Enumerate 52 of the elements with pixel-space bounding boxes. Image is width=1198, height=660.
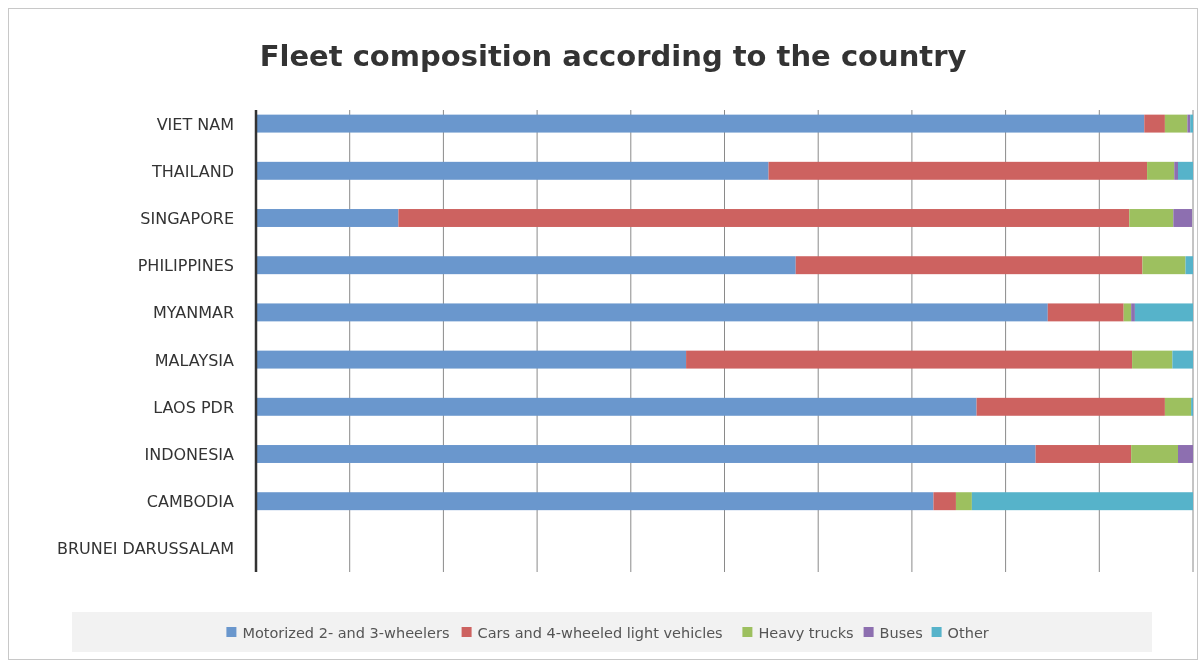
bar [1134, 303, 1193, 322]
bar [256, 114, 1145, 133]
bar [1174, 161, 1179, 180]
bar [795, 256, 1143, 275]
bar [1131, 303, 1135, 322]
bar [976, 397, 1165, 416]
bar [1185, 256, 1193, 275]
bar [1047, 303, 1124, 322]
bar [971, 492, 1193, 511]
bar [1164, 397, 1192, 416]
y-tick-label: CAMBODIA [146, 492, 235, 512]
bar [256, 209, 399, 227]
y-tick-label: MALAYSIA [154, 350, 235, 370]
bar [1172, 350, 1193, 369]
bar [955, 492, 972, 511]
bar [398, 209, 1130, 227]
bar [1178, 161, 1193, 180]
bar [1164, 114, 1188, 133]
bar [256, 445, 1036, 463]
y-tick-label: BRUNEI DARUSSALAM [56, 539, 234, 559]
y-tick-label: LAOS PDR [153, 397, 234, 417]
bar [1173, 209, 1193, 227]
legend-label: Buses [879, 625, 923, 641]
legend-label: Other [947, 625, 989, 641]
legend-label: Cars and 4-wheeled light vehicles [477, 625, 723, 641]
bar [256, 256, 796, 275]
bar [256, 397, 977, 416]
bar [256, 161, 769, 180]
y-tick-label: THAILAND [151, 161, 234, 181]
y-tick-label: MYANMAR [152, 303, 234, 323]
bar [686, 350, 1133, 369]
legend-label: Motorized 2- and 3-wheelers [242, 625, 450, 641]
bar [256, 303, 1048, 322]
bar [1132, 350, 1173, 369]
chart-title: Fleet composition according to the country [259, 39, 967, 73]
bar [1142, 256, 1186, 275]
bar [1144, 114, 1165, 133]
bar [768, 161, 1148, 180]
legend-label: Heavy trucks [758, 625, 854, 641]
y-tick-label: INDONESIA [144, 445, 235, 464]
bar [1178, 445, 1193, 463]
y-tick-label: SINGAPORE [140, 209, 234, 228]
y-tick-label: PHILIPPINES [137, 256, 234, 276]
bar [1123, 303, 1132, 322]
bar [933, 492, 956, 511]
bar [1131, 445, 1179, 463]
bar [1035, 445, 1132, 463]
y-tick-label: VIET NAM [156, 114, 234, 134]
bar [256, 492, 934, 511]
bar [1147, 161, 1175, 180]
bar [256, 350, 687, 369]
bar [1129, 209, 1174, 227]
